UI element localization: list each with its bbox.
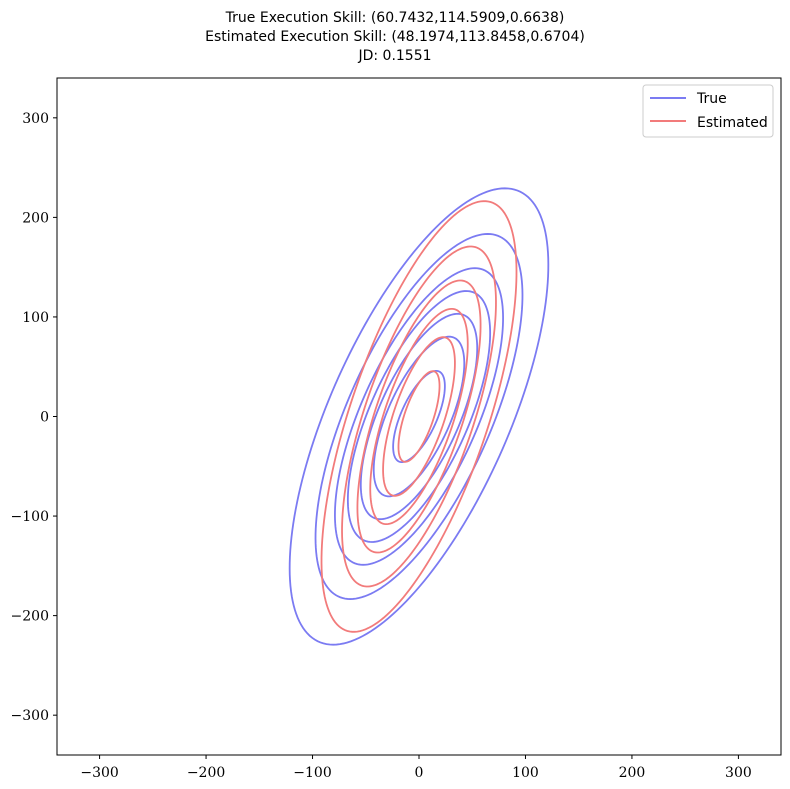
x-tick-label: −200 <box>187 765 225 781</box>
title-line-1: True Execution Skill: (60.7432,114.5909,… <box>225 10 565 26</box>
contour-true <box>288 187 550 646</box>
y-tick-label: 100 <box>22 310 49 326</box>
contour-lines <box>288 187 550 646</box>
contour-true <box>346 290 492 543</box>
contour-true <box>314 233 524 600</box>
y-tick-label: 0 <box>40 410 49 426</box>
y-tick-label: 200 <box>22 210 49 226</box>
y-tick-label: 300 <box>22 111 49 127</box>
contour-estimated <box>397 370 441 463</box>
contour-true <box>334 267 504 566</box>
contour-estimated <box>356 279 482 554</box>
contour-true <box>359 312 479 521</box>
title-line-3: JD: 0.1551 <box>357 48 431 64</box>
x-axis: −300 −200 −100 0 100 200 300 <box>80 755 752 781</box>
legend-label-estimated: Estimated <box>697 115 768 131</box>
y-tick-label: −300 <box>11 708 49 724</box>
x-tick-label: 0 <box>415 765 424 781</box>
contour-estimated <box>369 307 469 526</box>
x-tick-label: −100 <box>293 765 331 781</box>
y-axis: −300 −200 −100 0 100 200 300 <box>11 111 57 724</box>
x-tick-label: −300 <box>80 765 118 781</box>
plot-area-frame <box>56 77 782 756</box>
x-tick-label: 300 <box>725 765 752 781</box>
x-tick-label: 200 <box>619 765 646 781</box>
y-tick-label: −200 <box>11 609 49 625</box>
x-tick-label: 100 <box>512 765 539 781</box>
contour-estimated <box>382 336 456 497</box>
contour-true <box>372 335 466 498</box>
legend-label-true: True <box>696 91 727 107</box>
y-tick-label: −100 <box>11 509 49 525</box>
legend: True Estimated <box>642 84 774 138</box>
contour-estimated <box>341 245 497 588</box>
chart-title: True Execution Skill: (60.7432,114.5909,… <box>205 10 585 64</box>
contour-true <box>392 369 446 464</box>
contour-estimated <box>320 200 518 633</box>
title-line-2: Estimated Execution Skill: (48.1974,113.… <box>205 29 585 45</box>
